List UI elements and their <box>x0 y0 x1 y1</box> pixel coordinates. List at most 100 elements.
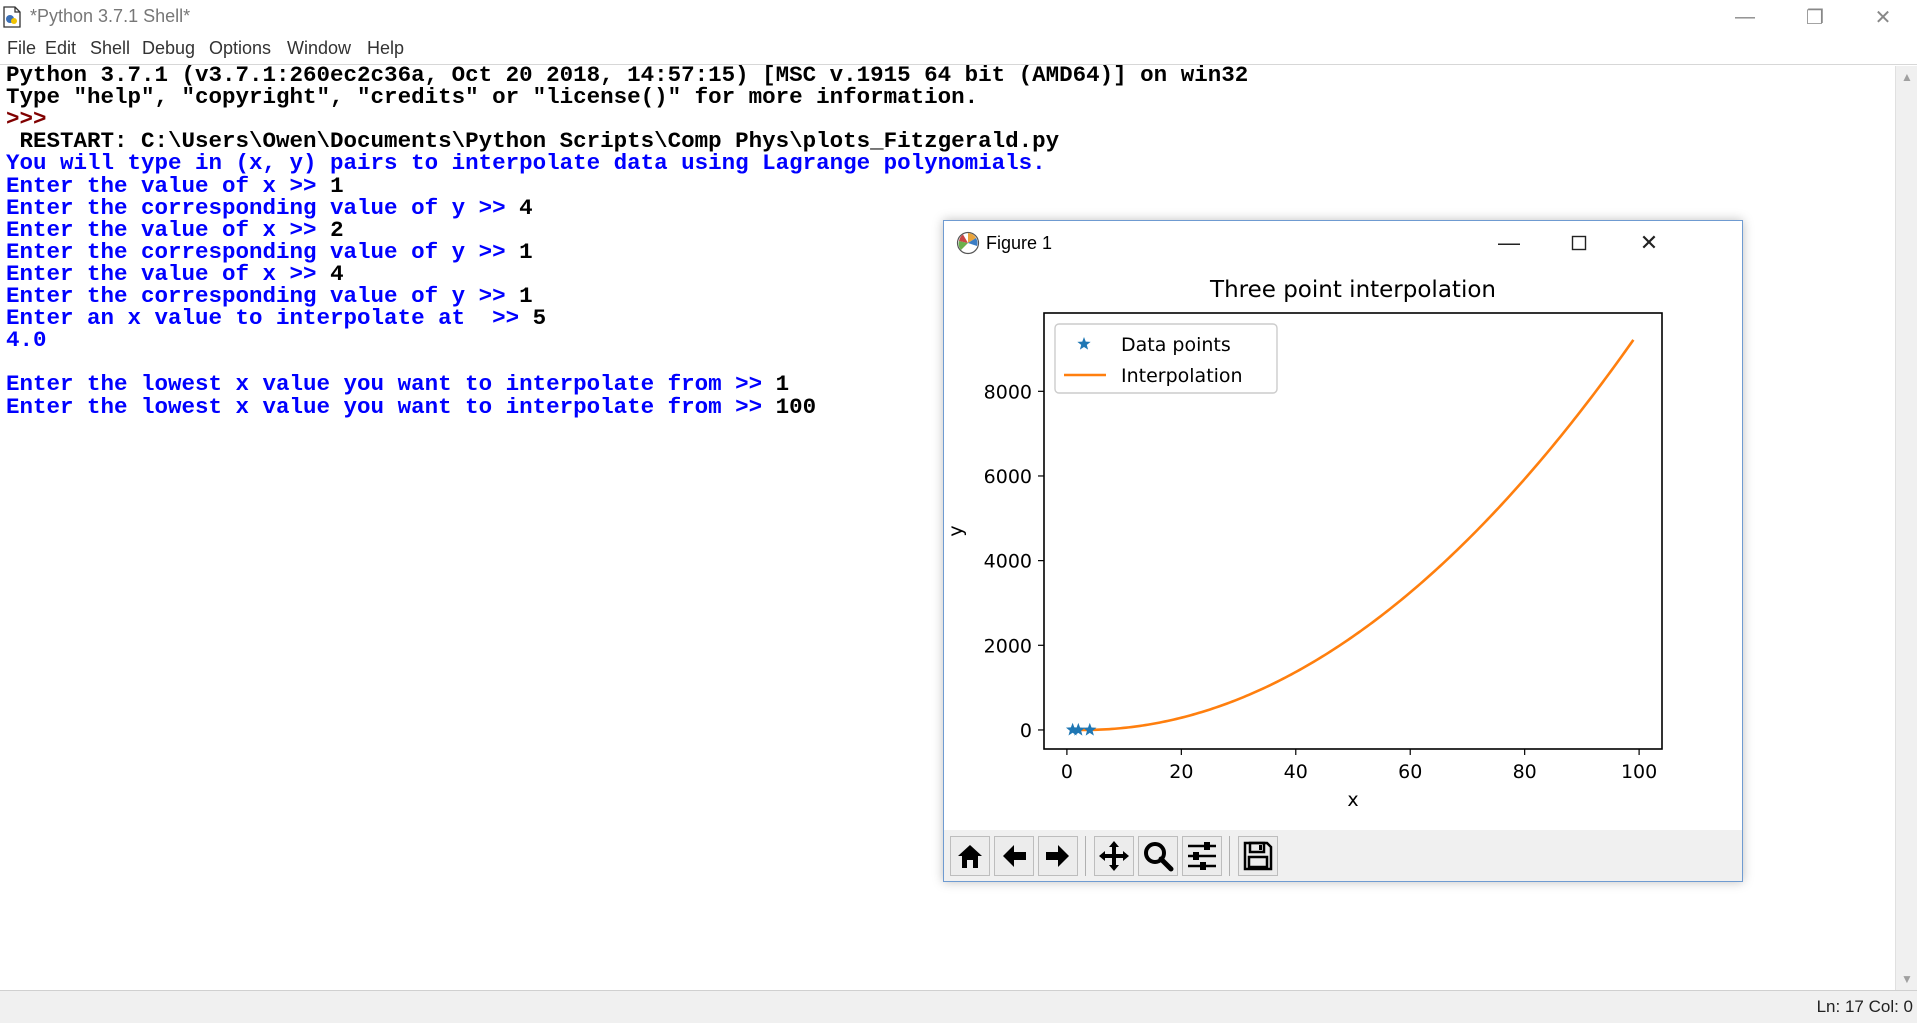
figure-window[interactable]: Figure 1 — ✕ Three point interpolation 0 2… <box>943 220 1743 882</box>
maximize-icon <box>1571 235 1587 251</box>
chart-title: Three point interpolation <box>1209 277 1496 303</box>
shell-line: Type "help", "copyright", "credits" or "… <box>6 84 978 111</box>
shell-line-text: Enter an x value to interpolate at >> <box>6 305 533 332</box>
menu-shell[interactable]: Shell <box>90 38 131 58</box>
x-axis-label: x <box>1347 789 1358 811</box>
shell-line: Enter the value of x >> 4 <box>6 261 344 288</box>
close-button[interactable]: ✕ <box>1848 0 1917 34</box>
scroll-up-icon[interactable]: ▲ <box>1901 70 1913 84</box>
toolbar-separator <box>1085 836 1086 876</box>
shell-line-text: Enter the lowest x value you want to int… <box>6 393 776 420</box>
menu-window[interactable]: Window <box>287 38 352 58</box>
back-button[interactable] <box>994 836 1034 876</box>
menu-edit[interactable]: Edit <box>45 38 77 58</box>
idle-app-icon <box>3 6 21 28</box>
vertical-scrollbar[interactable]: ▲ ▼ <box>1895 66 1917 990</box>
minimize-button[interactable]: — <box>1710 0 1780 34</box>
shell-line: Enter the value of x >> 2 <box>6 217 344 244</box>
user-input: 1 <box>519 238 533 265</box>
legend: Data points Interpolation <box>1054 323 1278 394</box>
back-arrow-icon <box>1003 845 1026 867</box>
pan-icon <box>1099 841 1129 871</box>
shell-line: You will type in (x, y) pairs to interpo… <box>6 150 1046 177</box>
legend-box <box>1054 323 1278 394</box>
toolbar-separator <box>1229 836 1230 876</box>
shell-line: Enter the corresponding value of y >> 1 <box>6 283 533 310</box>
shell-line-text: Enter the value of x >> <box>6 216 331 243</box>
plot-canvas[interactable]: Three point interpolation 0 20 40 60 80 100 0 20… <box>944 265 1742 830</box>
pan-button[interactable] <box>1094 836 1134 876</box>
save-icon <box>1243 841 1273 871</box>
figure-close-button[interactable]: ✕ <box>1614 221 1684 265</box>
configure-subplots-icon <box>1188 842 1216 870</box>
shell-line: Enter the lowest x value you want to int… <box>6 394 816 421</box>
interpolation-line <box>1072 339 1635 732</box>
shell-line: Enter an x value to interpolate at >> 5 <box>6 305 546 332</box>
shell-line-text: RESTART: C:\Users\Owen\Documents\Python … <box>6 128 1060 155</box>
x-tick-label: 0 <box>1061 761 1073 783</box>
window-title: *Python 3.7.1 Shell* <box>30 6 191 26</box>
x-tick-label: 80 <box>1513 761 1537 783</box>
data-point-marker <box>1083 722 1097 736</box>
legend-label: Data points <box>1121 334 1231 356</box>
shell-line-text: Enter the corresponding value of y >> <box>6 194 520 221</box>
user-input: 5 <box>532 305 547 332</box>
shell-line: Enter the corresponding value of y >> 1 <box>6 239 533 266</box>
y-tick-label: 8000 <box>984 381 1032 403</box>
user-input: 4 <box>330 260 344 287</box>
figure-minimize-button[interactable]: — <box>1474 221 1544 265</box>
shell-line: Python 3.7.1 (v3.7.1:260ec2c36a, Oct 20 … <box>6 62 1248 89</box>
zoom-button[interactable] <box>1138 836 1178 876</box>
navigation-toolbar <box>944 830 1742 881</box>
scroll-down-icon[interactable]: ▼ <box>1901 972 1913 986</box>
zoom-icon <box>1144 842 1174 872</box>
menu-debug[interactable]: Debug <box>142 38 196 58</box>
shell-line-text: Enter the lowest x value you want to int… <box>6 371 776 398</box>
x-tick-label: 100 <box>1621 761 1657 783</box>
user-input: 2 <box>330 216 344 243</box>
minimize-icon: — <box>1498 230 1520 255</box>
restore-icon: ❐ <box>1806 6 1824 29</box>
y-tick-label: 2000 <box>984 635 1032 657</box>
data-point-marker <box>1065 722 1080 736</box>
menu-help[interactable]: Help <box>367 38 405 58</box>
shell-line-text: Type "help", "copyright", "credits" or "… <box>6 84 979 111</box>
close-icon: ✕ <box>1639 230 1659 255</box>
minimize-icon: — <box>1735 5 1755 28</box>
user-input: 1 <box>519 283 533 309</box>
save-button[interactable] <box>1238 836 1278 876</box>
configure-subplots-button[interactable] <box>1182 836 1222 876</box>
window-titlebar: *Python 3.7.1 Shell* — ❐ ✕ <box>0 0 1917 34</box>
y-tick-label: 0 <box>1020 720 1032 742</box>
shell-line: Enter the corresponding value of y >> 4 <box>6 195 533 222</box>
menu-file[interactable]: File <box>7 38 37 58</box>
y-tick-label: 4000 <box>984 551 1032 573</box>
cursor-position: Ln: 17 Col: 0 <box>1816 997 1913 1016</box>
shell-line: >>> <box>6 106 60 133</box>
shell-line: Enter the value of x >> 1 <box>6 173 344 200</box>
home-button[interactable] <box>950 836 990 876</box>
y-tick-label: 6000 <box>984 466 1032 488</box>
shell-line-text: You will type in (x, y) pairs to interpo… <box>6 150 1046 177</box>
legend-star-icon <box>1077 337 1091 350</box>
x-tick-label: 60 <box>1398 761 1422 783</box>
matplotlib-icon <box>956 231 980 255</box>
figure-maximize-button[interactable] <box>1544 221 1614 265</box>
x-tick-label: 20 <box>1169 761 1193 783</box>
shell-line-text: Enter the value of x >> <box>6 172 331 199</box>
forward-button[interactable] <box>1038 836 1078 876</box>
shell-line: RESTART: C:\Users\Owen\Documents\Python … <box>6 128 1060 155</box>
user-input: 4 <box>519 194 533 221</box>
menu-options[interactable]: Options <box>209 38 272 58</box>
figure-title: Figure 1 <box>986 233 1053 253</box>
restore-button[interactable]: ❐ <box>1780 0 1850 34</box>
user-input: 1 <box>330 172 344 199</box>
home-icon <box>958 845 982 868</box>
shell-line: Enter the lowest x value you want to int… <box>6 371 789 398</box>
data-point-marker <box>1071 722 1085 736</box>
shell-prompt: >>> <box>6 106 61 133</box>
close-icon: ✕ <box>1874 6 1892 29</box>
x-tick-label: 40 <box>1284 761 1308 783</box>
figure-titlebar: Figure 1 — ✕ <box>944 221 1742 265</box>
forward-arrow-icon <box>1046 845 1069 867</box>
